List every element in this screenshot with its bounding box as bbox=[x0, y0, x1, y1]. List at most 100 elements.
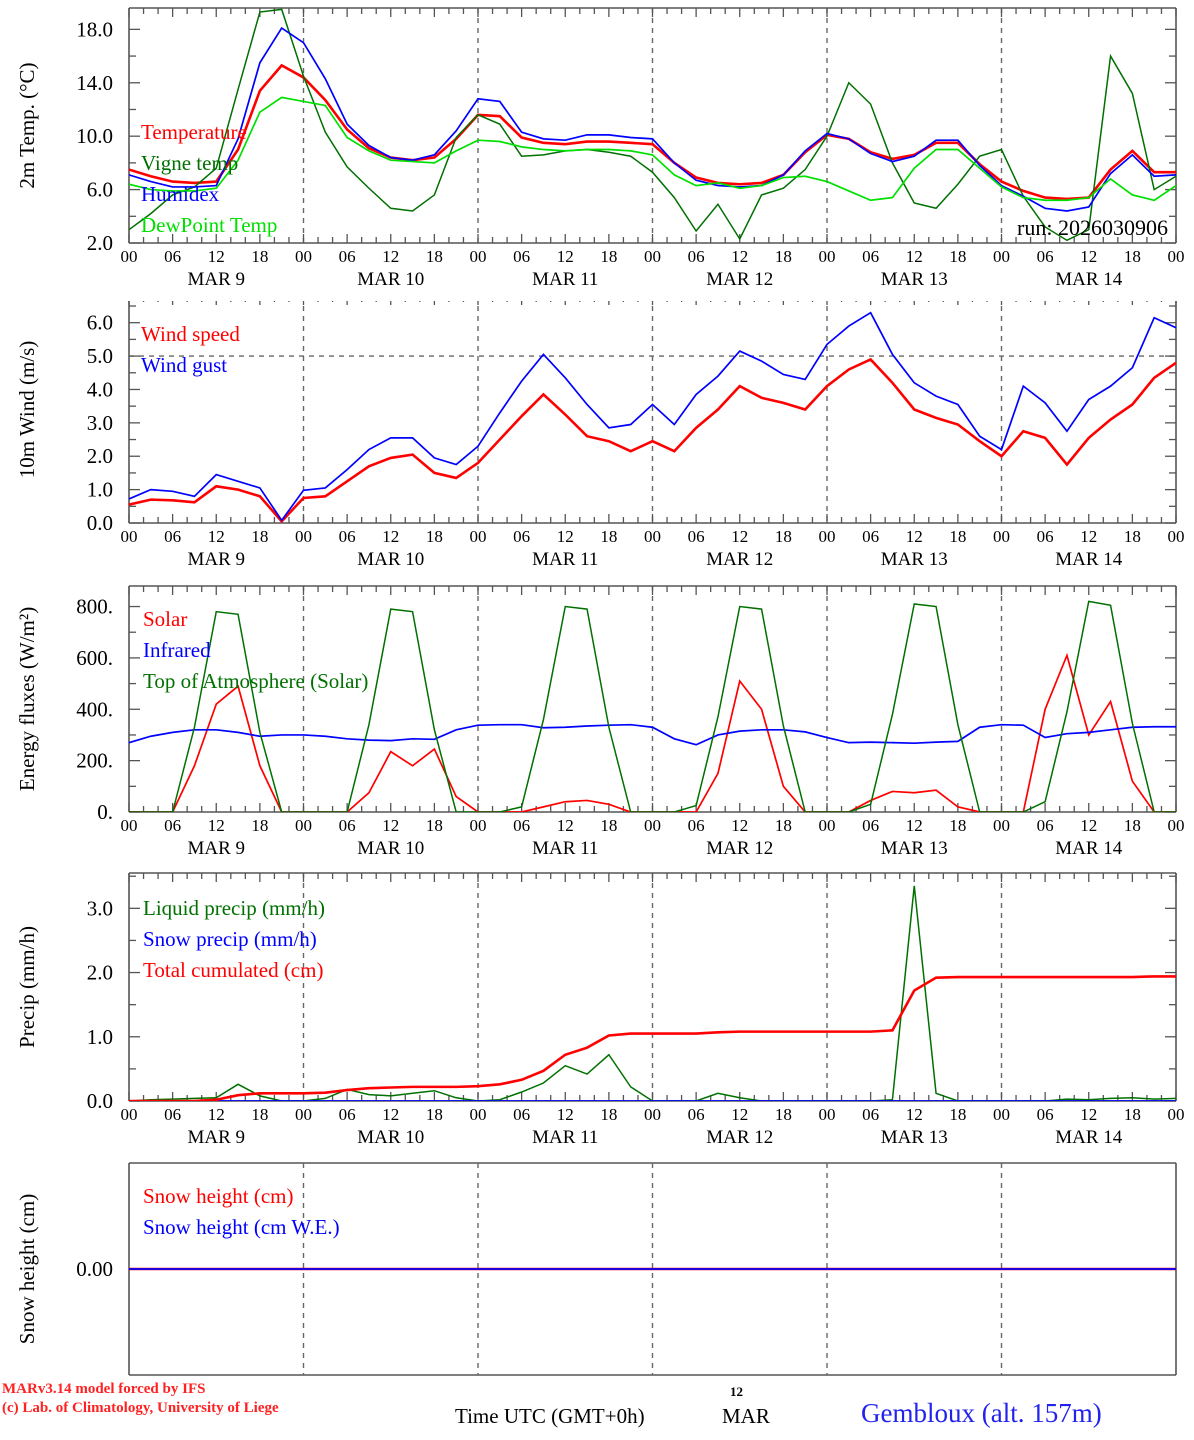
x-tick-label: 18 bbox=[600, 527, 617, 546]
series-line bbox=[129, 311, 1176, 522]
x-day-label: MAR 10 bbox=[357, 838, 424, 859]
x-tick-label: 12 bbox=[906, 247, 923, 266]
series-line bbox=[129, 96, 1176, 202]
x-tick-label: 12 bbox=[208, 247, 225, 266]
x-tick-label: 18 bbox=[426, 527, 443, 546]
x-day-label: MAR 12 bbox=[706, 1127, 773, 1148]
y-tick-label: 0. bbox=[97, 800, 113, 824]
x-tick-label: 00 bbox=[819, 1105, 836, 1124]
x-day-label: MAR 10 bbox=[357, 1127, 424, 1148]
x-tick-label: 18 bbox=[775, 527, 792, 546]
y-axis-title: 10m Wind (m/s) bbox=[15, 341, 39, 479]
x-tick-label: 18 bbox=[600, 1105, 617, 1124]
x-tick-label: 18 bbox=[426, 816, 443, 835]
x-tick-label: 06 bbox=[513, 247, 530, 266]
x-day-label: MAR 11 bbox=[532, 269, 598, 290]
x-tick-label: 06 bbox=[1037, 1105, 1054, 1124]
x-tick-label: 12 bbox=[557, 1105, 574, 1124]
x-tick-label: 00 bbox=[121, 527, 138, 546]
x-tick-label: 00 bbox=[993, 527, 1010, 546]
y-tick-label: 6.0 bbox=[87, 311, 113, 335]
x-day-label: MAR 14 bbox=[1055, 549, 1123, 570]
panel-temperature: 00 06 12 18 00 06 12 18 00 06 12 18 00 06 12 18 00 06 12 18… bbox=[0, 0, 1194, 303]
x-tick-label: 12 bbox=[382, 1105, 399, 1124]
y-tick-label: 2.0 bbox=[87, 231, 113, 255]
x-day-label: MAR 13 bbox=[881, 1127, 948, 1148]
model-credit-line1: MARv3.14 model forced by IFS bbox=[2, 1381, 206, 1397]
x-day-label: MAR 14 bbox=[1055, 269, 1123, 290]
legend-temperature-0: Temperature bbox=[141, 120, 247, 144]
legend-energy-2: Top of Atmosphere (Solar) bbox=[143, 669, 368, 693]
x-tick-label: 18 bbox=[1124, 527, 1141, 546]
x-day-label: MAR 13 bbox=[881, 549, 948, 570]
y-tick-label: 3.0 bbox=[87, 896, 113, 920]
panel-precip: 00 06 12 18 00 06 12 18 00 06 12 18 00 06 12 18 00 06 12 18… bbox=[0, 870, 1194, 1161]
x-day-label: MAR 9 bbox=[187, 838, 245, 859]
y-tick-label: 600. bbox=[76, 646, 113, 670]
legend-temperature-3: DewPoint Temp bbox=[141, 213, 277, 237]
x-tick-label: 12 bbox=[208, 527, 225, 546]
x-tick-label: 12 bbox=[382, 247, 399, 266]
plot-snow: 0.00 Snow height (cm) Snow height (cm) Snow… bbox=[15, 1162, 1177, 1376]
x-tick-label: 00 bbox=[121, 816, 138, 835]
x-tick-label: 18 bbox=[775, 816, 792, 835]
footer-day-number: 12 bbox=[730, 1384, 743, 1399]
x-tick-label: 06 bbox=[164, 247, 181, 266]
y-tick-label: 2.0 bbox=[87, 961, 113, 985]
legend-wind-0: Wind speed bbox=[141, 322, 240, 346]
panel-energy: 00 06 12 18 00 06 12 18 00 06 12 18 00 06 12 18 00 06 12 18… bbox=[0, 581, 1194, 872]
y-axis-title: 2m Temp. (°C) bbox=[15, 62, 39, 188]
y-tick-label: 0.00 bbox=[76, 1257, 113, 1281]
y-tick-label: 18.0 bbox=[76, 17, 113, 41]
x-tick-label: 12 bbox=[906, 527, 923, 546]
y-tick-label: 800. bbox=[76, 595, 113, 619]
series-line bbox=[129, 975, 1176, 1101]
panel-snow: 0.00 Snow height (cm) Snow height (cm) Snow… bbox=[0, 1159, 1194, 1440]
x-tick-label: 00 bbox=[819, 527, 836, 546]
x-tick-label: 12 bbox=[208, 816, 225, 835]
y-tick-label: 14.0 bbox=[76, 71, 113, 95]
x-tick-label: 00 bbox=[819, 247, 836, 266]
x-tick-label: 12 bbox=[1080, 816, 1097, 835]
plot-precip: 00 06 12 18 00 06 12 18 00 06 12 18 00 06 12 18 00 06 12 18… bbox=[15, 872, 1185, 1148]
x-tick-label: 06 bbox=[513, 527, 530, 546]
x-tick-label: 18 bbox=[426, 1105, 443, 1124]
x-tick-label: 18 bbox=[251, 1105, 268, 1124]
x-tick-label: 12 bbox=[906, 816, 923, 835]
plot-energy: 00 06 12 18 00 06 12 18 00 06 12 18 00 06 12 18 00 06 12 18… bbox=[15, 585, 1185, 859]
x-day-label: MAR 12 bbox=[706, 549, 773, 570]
x-tick-label: 06 bbox=[339, 1105, 356, 1124]
x-tick-label: 18 bbox=[949, 247, 966, 266]
plot-wind: 00 06 12 18 00 06 12 18 00 06 12 18 00 06 12 18 00 06 12 18… bbox=[15, 301, 1185, 570]
x-day-label: MAR 13 bbox=[881, 838, 948, 859]
x-tick-label: 12 bbox=[731, 527, 748, 546]
x-tick-label: 00 bbox=[1168, 247, 1185, 266]
x-tick-label: 00 bbox=[993, 1105, 1010, 1124]
y-tick-label: 200. bbox=[76, 749, 113, 773]
x-day-label: MAR 11 bbox=[532, 549, 598, 570]
legend-temperature-2: Humidex bbox=[141, 182, 220, 206]
x-tick-label: 06 bbox=[1037, 527, 1054, 546]
panel-wind: 00 06 12 18 00 06 12 18 00 06 12 18 00 06 12 18 00 06 12 18… bbox=[0, 301, 1194, 583]
x-tick-label: 06 bbox=[1037, 816, 1054, 835]
legend-temperature-1: Vigne temp bbox=[141, 151, 238, 175]
x-day-label: MAR 9 bbox=[187, 549, 245, 570]
x-tick-label: 00 bbox=[121, 1105, 138, 1124]
y-axis-title: Energy fluxes (W/m²) bbox=[15, 607, 39, 791]
x-tick-label: 18 bbox=[775, 1105, 792, 1124]
x-tick-label: 12 bbox=[208, 1105, 225, 1124]
y-tick-label: 0.0 bbox=[87, 511, 113, 535]
y-tick-label: 2.0 bbox=[87, 444, 113, 468]
x-day-label: MAR 9 bbox=[187, 269, 245, 290]
y-tick-label: 3.0 bbox=[87, 411, 113, 435]
x-tick-label: 18 bbox=[426, 247, 443, 266]
legend-precip-2: Total cumulated (cm) bbox=[143, 958, 323, 982]
x-tick-label: 06 bbox=[339, 527, 356, 546]
series-line bbox=[129, 8, 1176, 242]
x-day-label: MAR 10 bbox=[357, 549, 424, 570]
y-axis-title: Snow height (cm) bbox=[15, 1194, 39, 1344]
x-tick-label: 18 bbox=[600, 247, 617, 266]
series-line bbox=[129, 357, 1176, 523]
x-day-label: MAR 14 bbox=[1055, 838, 1123, 859]
x-tick-label: 12 bbox=[906, 1105, 923, 1124]
